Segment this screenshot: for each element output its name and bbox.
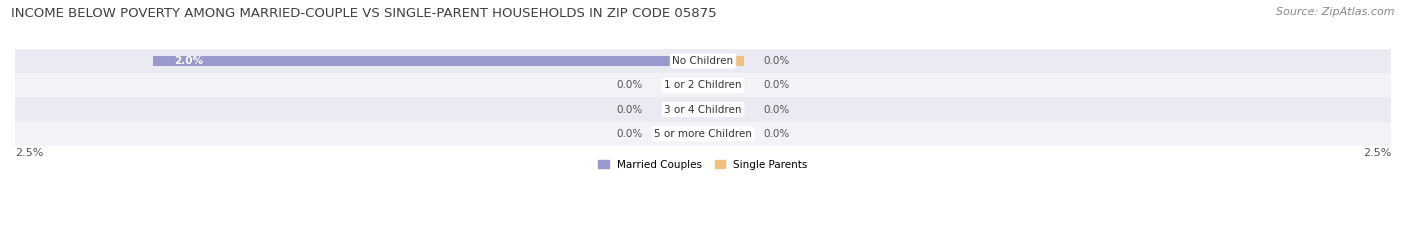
Text: 0.0%: 0.0%: [763, 56, 790, 66]
Text: 0.0%: 0.0%: [616, 105, 643, 115]
Bar: [662, 81, 703, 90]
Text: 0.0%: 0.0%: [763, 105, 790, 115]
Bar: [662, 105, 703, 114]
Bar: [703, 129, 744, 138]
Bar: [153, 56, 703, 65]
Text: 0.0%: 0.0%: [763, 129, 790, 139]
Text: 2.5%: 2.5%: [15, 148, 44, 158]
Bar: [15, 73, 1391, 97]
Bar: [703, 81, 744, 90]
Text: 1 or 2 Children: 1 or 2 Children: [664, 80, 742, 90]
Legend: Married Couples, Single Parents: Married Couples, Single Parents: [595, 155, 811, 174]
Bar: [15, 122, 1391, 146]
Bar: [662, 129, 703, 138]
Text: 0.0%: 0.0%: [616, 80, 643, 90]
Text: 3 or 4 Children: 3 or 4 Children: [664, 105, 742, 115]
Text: 2.0%: 2.0%: [174, 56, 204, 66]
Bar: [15, 49, 1391, 73]
Bar: [703, 105, 744, 114]
Text: 5 or more Children: 5 or more Children: [654, 129, 752, 139]
Bar: [15, 97, 1391, 122]
Text: Source: ZipAtlas.com: Source: ZipAtlas.com: [1277, 7, 1395, 17]
Text: 0.0%: 0.0%: [763, 80, 790, 90]
Text: INCOME BELOW POVERTY AMONG MARRIED-COUPLE VS SINGLE-PARENT HOUSEHOLDS IN ZIP COD: INCOME BELOW POVERTY AMONG MARRIED-COUPL…: [11, 7, 717, 20]
Bar: [703, 56, 744, 65]
Text: 2.5%: 2.5%: [1362, 148, 1391, 158]
Text: No Children: No Children: [672, 56, 734, 66]
Text: 0.0%: 0.0%: [616, 129, 643, 139]
